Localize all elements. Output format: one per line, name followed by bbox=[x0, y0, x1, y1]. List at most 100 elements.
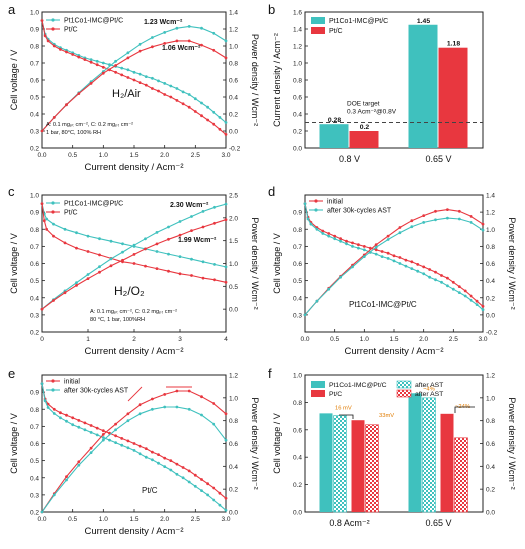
data-point bbox=[187, 93, 191, 96]
y2-tick-label: 2.5 bbox=[229, 193, 238, 200]
legend-label: after AST bbox=[415, 382, 443, 389]
data-point bbox=[163, 456, 167, 460]
x-category-label: 0.65 V bbox=[425, 518, 451, 528]
y2-tick-label: 0.6 bbox=[486, 441, 495, 448]
y-tick-label: 0.4 bbox=[293, 295, 302, 302]
data-point bbox=[213, 205, 216, 209]
data-point bbox=[132, 243, 136, 247]
y-tick-label: 1.0 bbox=[293, 61, 302, 68]
legend-marker bbox=[51, 210, 55, 214]
data-point bbox=[132, 262, 136, 265]
y-tick-label: 0.3 bbox=[30, 312, 39, 319]
data-point bbox=[52, 299, 55, 302]
data-point bbox=[151, 407, 154, 411]
data-point bbox=[52, 116, 56, 119]
bar-note: 16 mV bbox=[335, 405, 352, 411]
y-tick-label: 0.6 bbox=[293, 95, 302, 102]
legend-label: Pt1Co1-IMC@Pt/C bbox=[329, 18, 388, 25]
data-point bbox=[77, 55, 81, 59]
data-point bbox=[77, 463, 81, 467]
data-point bbox=[224, 39, 228, 43]
data-point bbox=[374, 252, 378, 256]
data-point bbox=[126, 56, 130, 60]
data-point bbox=[144, 83, 148, 87]
data-point bbox=[83, 428, 87, 432]
data-point bbox=[481, 222, 485, 226]
y-tick-label: 0.0 bbox=[293, 146, 302, 153]
legend-label: Pt/C bbox=[329, 391, 342, 398]
data-point bbox=[101, 61, 105, 65]
data-point bbox=[155, 231, 159, 234]
y2-tick-label: 1.0 bbox=[229, 395, 238, 402]
data-point bbox=[167, 237, 170, 241]
data-point bbox=[218, 116, 222, 119]
data-point bbox=[151, 458, 154, 462]
data-point bbox=[121, 242, 124, 246]
y2-tick-label: -0.2 bbox=[486, 330, 498, 337]
data-point bbox=[457, 217, 461, 221]
bar-value-label: 1.45 bbox=[417, 18, 430, 25]
data-point bbox=[86, 250, 90, 253]
data-point bbox=[163, 465, 167, 468]
y-tick-label: 0.8 bbox=[293, 227, 302, 234]
series-line-1 bbox=[41, 20, 227, 135]
data-point bbox=[59, 411, 62, 415]
data-point bbox=[463, 289, 467, 293]
y2-tick-label: 1.0 bbox=[229, 44, 238, 51]
data-point bbox=[101, 65, 105, 69]
data-point bbox=[440, 274, 443, 277]
y-tick-label: 0.2 bbox=[293, 482, 302, 489]
chart-panel-b: b 0.0 0.2 0.4 0.6 0.8 1.0 1.2 1.4 1.6 Current dens… bbox=[268, 2, 484, 164]
data-point bbox=[89, 446, 93, 450]
bar bbox=[454, 437, 468, 513]
y-tick-label: 0.2 bbox=[30, 510, 39, 517]
data-point bbox=[362, 255, 366, 258]
y-tick-label: 0.4 bbox=[30, 475, 39, 482]
data-point bbox=[120, 443, 124, 447]
x-tick-label: 0.0 bbox=[300, 336, 309, 343]
data-point bbox=[404, 264, 408, 268]
data-point bbox=[75, 281, 78, 285]
data-point bbox=[89, 60, 93, 64]
annotation: 1.99 Wcm⁻² bbox=[178, 237, 217, 244]
data-point bbox=[75, 284, 78, 287]
y-tick-label: 0.2 bbox=[293, 129, 302, 136]
data-point bbox=[144, 75, 148, 78]
annotation: 2.30 Wcm⁻² bbox=[170, 202, 209, 209]
data-point bbox=[200, 395, 203, 399]
data-point bbox=[303, 202, 307, 206]
y2-tick-label: 1.2 bbox=[486, 210, 495, 217]
y2-tick-label: 0.6 bbox=[229, 441, 238, 448]
data-point bbox=[132, 78, 136, 82]
bar-value-label: 1.18 bbox=[447, 41, 460, 48]
data-point bbox=[187, 105, 191, 109]
data-point bbox=[126, 412, 130, 416]
data-point bbox=[40, 19, 44, 22]
data-point bbox=[144, 264, 147, 268]
data-point bbox=[224, 218, 228, 222]
data-point bbox=[89, 82, 93, 85]
annotation: H₂/Air bbox=[112, 88, 141, 100]
data-point bbox=[469, 294, 473, 298]
data-point bbox=[206, 105, 210, 109]
data-point bbox=[95, 426, 99, 430]
data-point bbox=[315, 299, 319, 303]
data-point bbox=[218, 127, 222, 131]
y2-tick-label: 0.2 bbox=[229, 487, 238, 494]
data-point bbox=[98, 270, 101, 274]
data-point bbox=[126, 76, 130, 79]
data-point bbox=[155, 267, 159, 270]
data-point bbox=[457, 209, 461, 213]
y-axis-title: Cell voltage / V bbox=[9, 50, 19, 111]
data-point bbox=[46, 39, 50, 43]
data-point bbox=[169, 95, 173, 99]
y-tick-label: 1.2 bbox=[293, 44, 302, 51]
data-point bbox=[422, 272, 426, 276]
data-point bbox=[101, 433, 105, 436]
data-point bbox=[175, 39, 179, 43]
y-tick-label: 1.0 bbox=[30, 193, 39, 200]
x-tick-label: 2.0 bbox=[160, 516, 169, 523]
data-point bbox=[40, 202, 44, 206]
data-point bbox=[224, 121, 228, 124]
